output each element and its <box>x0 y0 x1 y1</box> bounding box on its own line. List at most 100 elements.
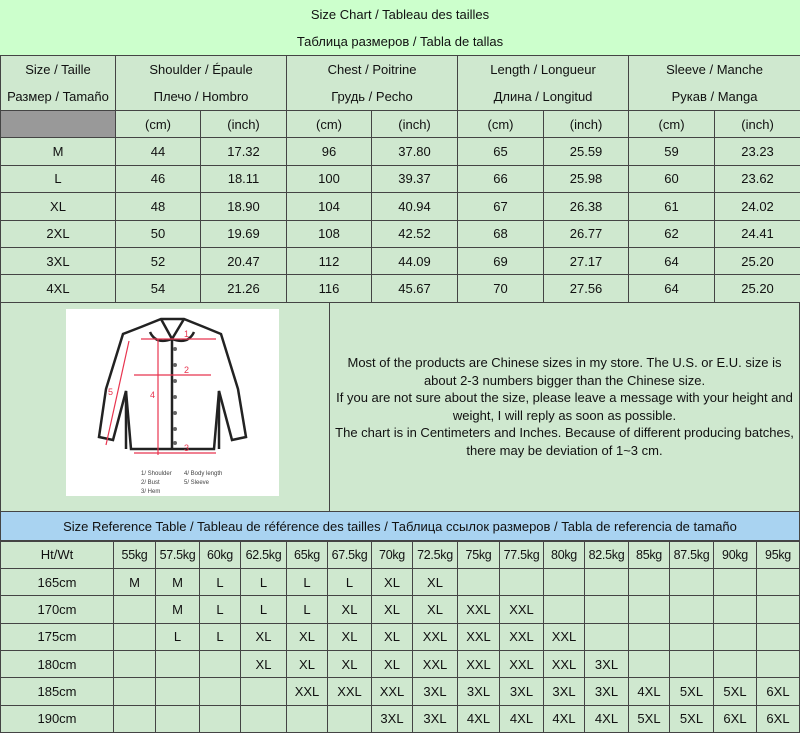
measurement-cell: 100 <box>287 165 372 192</box>
size-cell: XXL <box>413 650 458 677</box>
info-section: 1 2 3 4 5 1/ Shoulder 2/ Bust 3/ Hem 4/ … <box>0 303 800 511</box>
size-cell: XXL <box>458 596 500 623</box>
note-2: If you are not sure about the size, plea… <box>334 389 795 424</box>
weight-header: 72.5kg <box>413 541 458 568</box>
size-cell <box>714 569 757 596</box>
measurement-cell: 27.56 <box>544 275 629 302</box>
size-notes: Most of the products are Chinese sizes i… <box>330 303 799 511</box>
size-cell: XL <box>241 623 287 650</box>
size-cell <box>670 596 714 623</box>
measurement-cell: 46 <box>116 165 201 192</box>
size-cell: XXL <box>500 650 544 677</box>
measurement-cell: 116 <box>287 275 372 302</box>
unit-cm: (cm) <box>458 111 544 138</box>
size-cell <box>629 623 670 650</box>
unit-inch: (inch) <box>201 111 287 138</box>
size-cell: XXL <box>544 623 585 650</box>
height-label: 180cm <box>1 650 114 677</box>
header-line-1: Chest / Poitrine <box>287 56 457 83</box>
legend-shoulder: 1/ Shoulder <box>141 471 172 477</box>
weight-header: 90kg <box>714 541 757 568</box>
size-cell <box>200 650 241 677</box>
measurement-cell: 42.52 <box>372 220 458 247</box>
size-cell: XXL <box>413 623 458 650</box>
size-cell: 3XL <box>585 650 629 677</box>
size-cell: XXL <box>458 623 500 650</box>
size-cell <box>114 678 156 705</box>
weight-header: 75kg <box>458 541 500 568</box>
size-cell: 5XL <box>714 678 757 705</box>
size-cell: XL <box>328 650 372 677</box>
size-cell: 6XL <box>714 705 757 732</box>
measurement-cell: 68 <box>458 220 544 247</box>
header-line-2: Плечо / Hombro <box>116 83 286 110</box>
size-label: 3XL <box>1 247 116 274</box>
measurement-cell: 19.69 <box>201 220 287 247</box>
size-cell <box>200 678 241 705</box>
header-line-2: Размер / Tamaño <box>1 83 115 110</box>
size-cell <box>757 623 800 650</box>
header-line-2: Длина / Longitud <box>458 83 628 110</box>
measurement-cell: 60 <box>629 165 715 192</box>
measurement-cell: 112 <box>287 247 372 274</box>
measurement-cell: 96 <box>287 138 372 165</box>
unit-cm: (cm) <box>287 111 372 138</box>
size-cell: M <box>156 569 200 596</box>
legend-hem: 3/ Hem <box>141 489 160 495</box>
measurement-cell: 44.09 <box>372 247 458 274</box>
weight-header: 85kg <box>629 541 670 568</box>
measurement-cell: 23.23 <box>715 138 800 165</box>
unit-inch: (inch) <box>715 111 800 138</box>
measurement-cell: 24.41 <box>715 220 800 247</box>
measurement-cell: 61 <box>629 193 715 220</box>
size-cell <box>114 623 156 650</box>
size-cell <box>156 650 200 677</box>
measurement-cell: 39.37 <box>372 165 458 192</box>
measurement-cell: 27.17 <box>544 247 629 274</box>
weight-header: 70kg <box>372 541 413 568</box>
size-cell: 3XL <box>544 678 585 705</box>
unit-inch: (inch) <box>544 111 629 138</box>
size-cell: 5XL <box>629 705 670 732</box>
header-line-2: Грудь / Pecho <box>287 83 457 110</box>
measurement-cell: 64 <box>629 247 715 274</box>
size-cell <box>714 596 757 623</box>
size-cell <box>629 569 670 596</box>
size-cell: XXL <box>458 650 500 677</box>
measurement-cell: 23.62 <box>715 165 800 192</box>
size-cell: XL <box>413 569 458 596</box>
marker-3: 3 <box>184 443 189 453</box>
size-cell: L <box>200 623 241 650</box>
size-cell: 6XL <box>757 705 800 732</box>
size-cell <box>500 569 544 596</box>
height-label: 190cm <box>1 705 114 732</box>
measurement-cell: 18.90 <box>201 193 287 220</box>
height-label: 165cm <box>1 569 114 596</box>
legend-sleeve: 5/ Sleeve <box>184 480 210 486</box>
legend-bust: 2/ Bust <box>141 480 160 486</box>
size-cell <box>544 569 585 596</box>
size-cell: L <box>156 623 200 650</box>
size-cell <box>670 623 714 650</box>
size-label: L <box>1 165 116 192</box>
weight-header: 87.5kg <box>670 541 714 568</box>
size-label: 2XL <box>1 220 116 247</box>
size-cell <box>287 705 328 732</box>
unit-cm: (cm) <box>629 111 715 138</box>
size-cell <box>114 705 156 732</box>
size-cell: XXL <box>328 678 372 705</box>
size-cell: 6XL <box>757 678 800 705</box>
measurement-cell: 45.67 <box>372 275 458 302</box>
measurement-cell: 17.32 <box>201 138 287 165</box>
size-cell: XL <box>372 623 413 650</box>
